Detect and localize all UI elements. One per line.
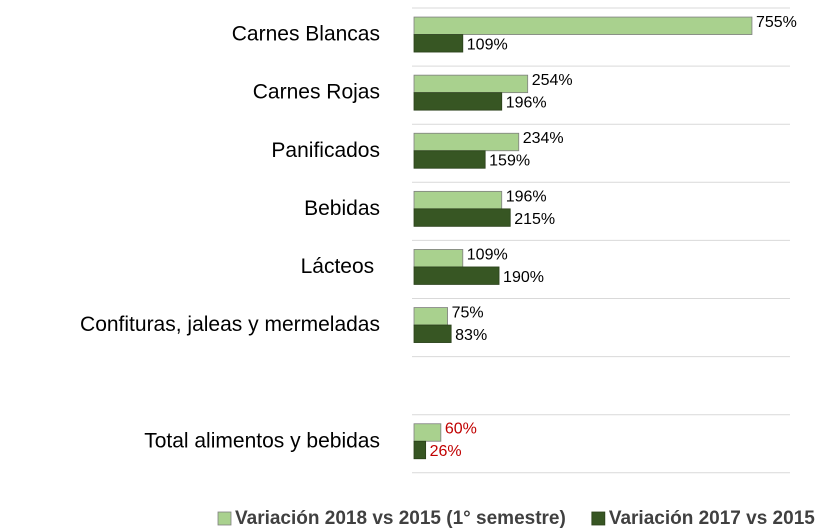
- legend-label: Variación 2017 vs 2015: [609, 508, 815, 529]
- bar: [413, 132, 520, 152]
- value-label: 75%: [452, 305, 484, 322]
- value-label: 109%: [467, 37, 508, 54]
- legend-swatch: [217, 511, 232, 526]
- value-label: 254%: [532, 72, 573, 89]
- category-label: Carnes Blancas: [232, 23, 380, 46]
- bar: [413, 74, 529, 94]
- bar: [413, 324, 452, 343]
- value-label: 60%: [445, 421, 477, 438]
- bar: [413, 150, 486, 169]
- legend-label: Variación 2018 vs 2015 (1° semestre): [235, 508, 566, 529]
- value-label: 196%: [506, 188, 547, 205]
- bar: [413, 307, 448, 326]
- bar: [413, 190, 503, 210]
- category-label: Panificados: [271, 139, 380, 162]
- category-label: Carnes Rojas: [253, 81, 380, 104]
- value-label: 234%: [523, 130, 564, 147]
- bar: [413, 266, 500, 285]
- value-label: 215%: [514, 211, 555, 228]
- bar: [413, 208, 511, 227]
- bar: [413, 16, 753, 35]
- legend-swatch: [591, 511, 606, 526]
- bar: [413, 249, 464, 268]
- value-label: 109%: [467, 246, 508, 263]
- category-label: Lácteos: [301, 255, 380, 278]
- value-label: 83%: [455, 327, 487, 344]
- value-label: 755%: [756, 14, 797, 31]
- category-label: Confituras, jaleas y mermeladas: [80, 313, 380, 336]
- category-label: Total alimentos y bebidas: [144, 429, 380, 452]
- bar: [413, 92, 503, 111]
- bar: [413, 34, 464, 53]
- bar: [413, 423, 442, 442]
- bar: [413, 440, 427, 460]
- value-label: 196%: [506, 95, 547, 112]
- value-label: 190%: [503, 269, 544, 286]
- value-label: 159%: [489, 153, 530, 170]
- value-label: 26%: [430, 443, 462, 460]
- category-label: Bebidas: [304, 197, 380, 220]
